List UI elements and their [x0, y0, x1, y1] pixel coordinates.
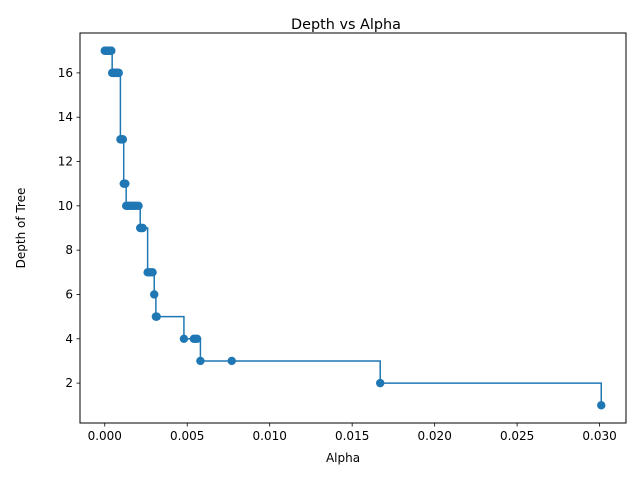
x-tick-label: 0.020	[417, 429, 451, 443]
data-point	[107, 46, 116, 55]
data-point	[114, 68, 123, 78]
y-tick-label: 16	[58, 66, 73, 80]
data-point	[148, 268, 157, 277]
data-point	[150, 290, 159, 299]
y-tick-label: 10	[58, 199, 73, 213]
plot-area	[100, 46, 606, 410]
axes-frame	[79, 32, 627, 424]
y-axis: 2 4 6 8 10 12 14 16	[58, 66, 80, 390]
data-point	[152, 312, 161, 321]
data-point	[134, 201, 143, 211]
data-point	[196, 356, 205, 366]
data-point	[227, 356, 236, 366]
y-tick-label: 2	[65, 376, 73, 390]
y-tick-label: 14	[58, 110, 73, 124]
x-tick-label: 0.015	[335, 429, 369, 443]
x-axis: 0.000 0.005 0.010 0.015 0.020 0.025 0.030	[88, 423, 617, 443]
y-tick-label: 8	[65, 243, 73, 257]
data-point	[597, 401, 606, 410]
data-point	[121, 179, 130, 188]
y-tick-label: 4	[65, 332, 73, 346]
y-tick-label: 12	[58, 155, 73, 169]
x-tick-label: 0.025	[500, 429, 534, 443]
x-tick-label: 0.005	[170, 429, 204, 443]
data-point	[192, 334, 202, 343]
x-tick-label: 0.000	[88, 429, 122, 443]
data-point	[118, 135, 128, 144]
data-point	[376, 378, 385, 388]
y-axis-label: Depth of Tree	[14, 188, 28, 269]
x-axis-label: Alpha	[326, 451, 360, 465]
data-point	[138, 223, 147, 233]
data-point	[179, 334, 189, 343]
y-tick-label: 6	[65, 287, 73, 301]
x-tick-label: 0.010	[253, 429, 287, 443]
chart-title: Depth vs Alpha	[291, 17, 401, 33]
x-tick-label: 0.030	[582, 429, 616, 443]
